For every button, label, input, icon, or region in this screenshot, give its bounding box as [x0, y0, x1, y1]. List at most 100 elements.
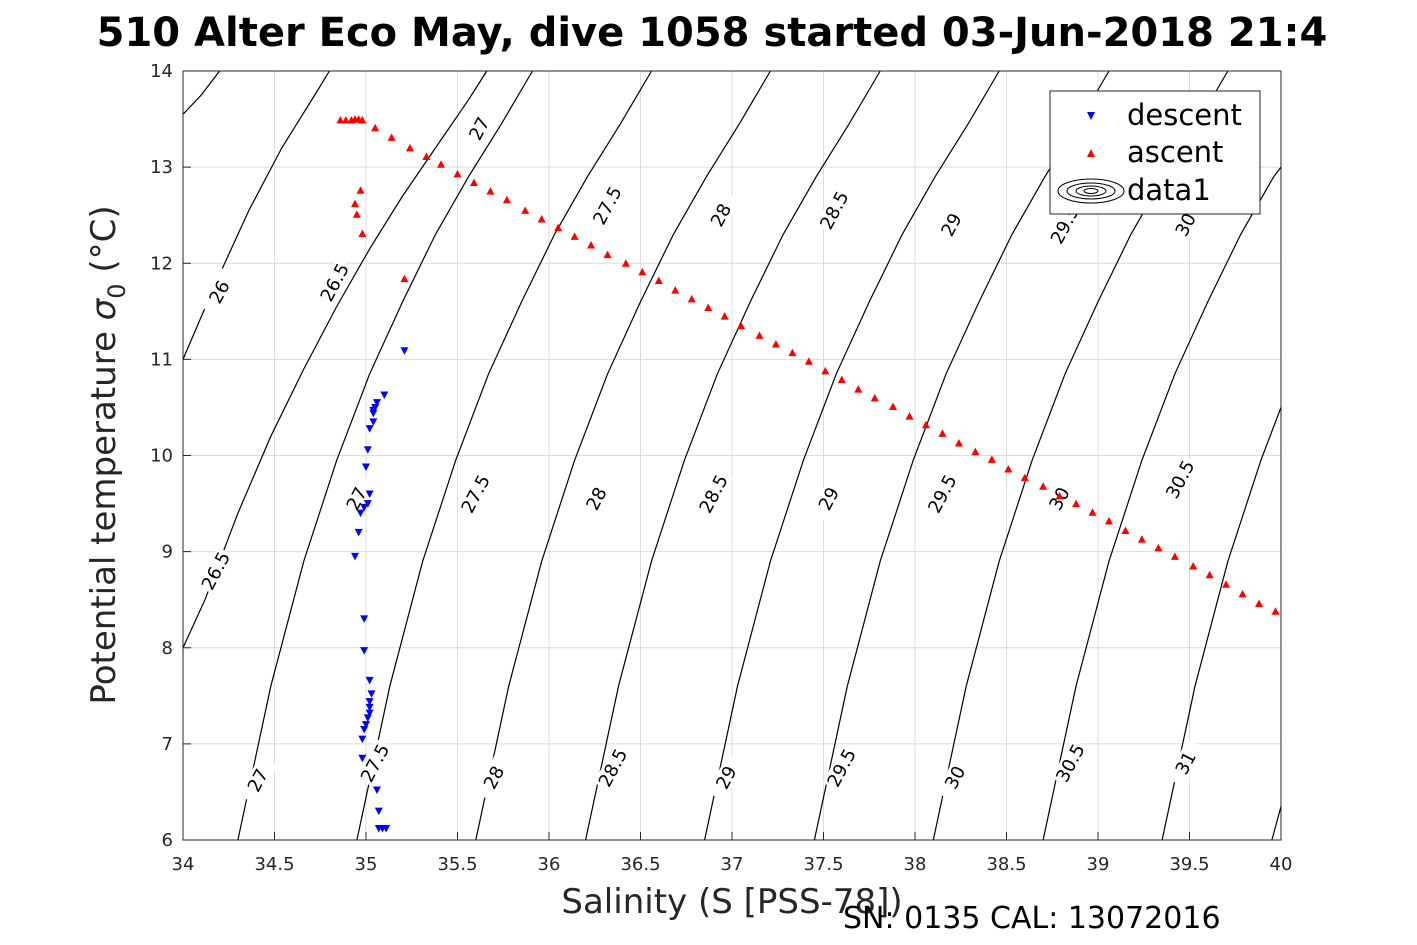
density-contour-line [585, 70, 881, 841]
descent-point [358, 735, 367, 744]
legend: descent ascent data1 [1049, 90, 1261, 215]
y-tick-label: 9 [162, 542, 173, 563]
ascent-point [336, 116, 345, 124]
ascent-point [1205, 570, 1214, 579]
ascent-point [351, 199, 360, 208]
contour-label-background [936, 753, 975, 802]
contour-label-background [315, 258, 355, 307]
descent-point [363, 446, 372, 454]
descent-point [367, 690, 376, 698]
contour-label-background [577, 474, 616, 523]
ascent-point [954, 439, 963, 447]
ascent-point [1271, 607, 1280, 615]
descent-marker-icon [1087, 112, 1095, 120]
contour-label-background [701, 191, 741, 240]
ascent-point [638, 267, 647, 276]
contour-label-background [923, 469, 962, 519]
x-tick-label: 38.5 [986, 854, 1026, 875]
descent-point [380, 391, 389, 399]
ascent-point [720, 312, 729, 320]
descent-point [369, 418, 378, 426]
ascent-marker-icon [1087, 149, 1095, 157]
density-contour-line [475, 70, 771, 841]
data-markers [336, 115, 1280, 833]
ascent-point [469, 178, 478, 187]
contour-label-background [238, 756, 278, 805]
ascent-point [387, 133, 396, 141]
ascent-point [1255, 599, 1264, 608]
contour-label-background [474, 753, 514, 802]
descent-point [360, 503, 369, 512]
ascent-point [502, 195, 511, 204]
y-axis-label-subscript: 0 [103, 283, 131, 298]
density-contour-line [1161, 407, 1282, 841]
x-tick-label: 36.5 [620, 854, 660, 875]
descent-point [365, 698, 374, 706]
descent-point [382, 824, 391, 833]
ascent-point [987, 455, 996, 463]
ascent-point [837, 375, 846, 384]
ascent-point [1121, 526, 1130, 534]
ascent-point [870, 393, 879, 402]
contour-label-background [355, 738, 395, 788]
ascent-point [437, 160, 446, 168]
x-tick-label: 37.5 [803, 854, 843, 875]
ascent-point [755, 331, 764, 339]
ascent-point [1055, 491, 1064, 500]
descent-point [365, 709, 374, 718]
legend-item-ascent: ascent [1087, 135, 1223, 169]
ascent-point [400, 274, 409, 283]
descent-point [354, 528, 363, 537]
descent-point [365, 490, 374, 498]
ascent-point [854, 385, 863, 393]
ascent-point [1238, 589, 1247, 598]
y-tick-labels: 6 7 8 9 10 11 12 13 14 [150, 61, 173, 851]
ascent-point [1039, 482, 1048, 490]
contour-label-background [1161, 455, 1200, 504]
ascent-point [1222, 580, 1231, 588]
ascent-point [971, 447, 980, 456]
density-contour-line [1042, 166, 1282, 841]
x-tick-labels: 34 34.5 35 35.5 36 36.5 37 37.5 38 38.5 39 39.5 40 [172, 854, 1293, 875]
ascent-point [1104, 516, 1113, 525]
y-tick-label: 8 [162, 638, 173, 659]
descent-point [372, 786, 381, 795]
x-tick-label: 36 [538, 854, 561, 875]
x-tick-label: 35.5 [437, 854, 477, 875]
ascent-point [1088, 508, 1097, 516]
ascent-point [671, 286, 680, 294]
contour-label-background [200, 267, 239, 317]
contour-label-background [196, 546, 236, 595]
contour-label-background [1166, 738, 1205, 788]
y-tick-label: 13 [150, 157, 173, 178]
ascent-point [1170, 552, 1179, 560]
descent-point [365, 425, 374, 433]
ascent-point [821, 366, 830, 375]
descent-point [372, 399, 381, 407]
ascent-point [654, 276, 663, 285]
ascent-point [537, 215, 546, 223]
ascent-point [1004, 464, 1013, 473]
ascent-point [804, 357, 813, 365]
legend-label-data1: data1 [1127, 173, 1211, 207]
x-tick-label: 37 [721, 854, 744, 875]
contour-label-background [588, 181, 627, 230]
descent-point [365, 676, 374, 685]
ascent-point [453, 169, 462, 178]
ascent-point [771, 339, 780, 348]
y-tick-label: 14 [150, 61, 173, 82]
contour-label-background [707, 753, 746, 802]
contour-label-background [1051, 738, 1090, 788]
ascent-point [341, 116, 350, 124]
ascent-point [1189, 562, 1198, 570]
ascent-point [352, 210, 361, 218]
x-tick-label: 34 [172, 854, 195, 875]
y-tick-label: 12 [150, 253, 173, 274]
descent-point [362, 721, 370, 729]
y-tick-label: 7 [162, 734, 173, 755]
ascent-point [889, 402, 898, 410]
density-contour-line [182, 70, 221, 115]
ascent-point [587, 240, 596, 249]
x-tick-label: 40 [1270, 854, 1293, 875]
density-contour-line [704, 70, 1000, 841]
